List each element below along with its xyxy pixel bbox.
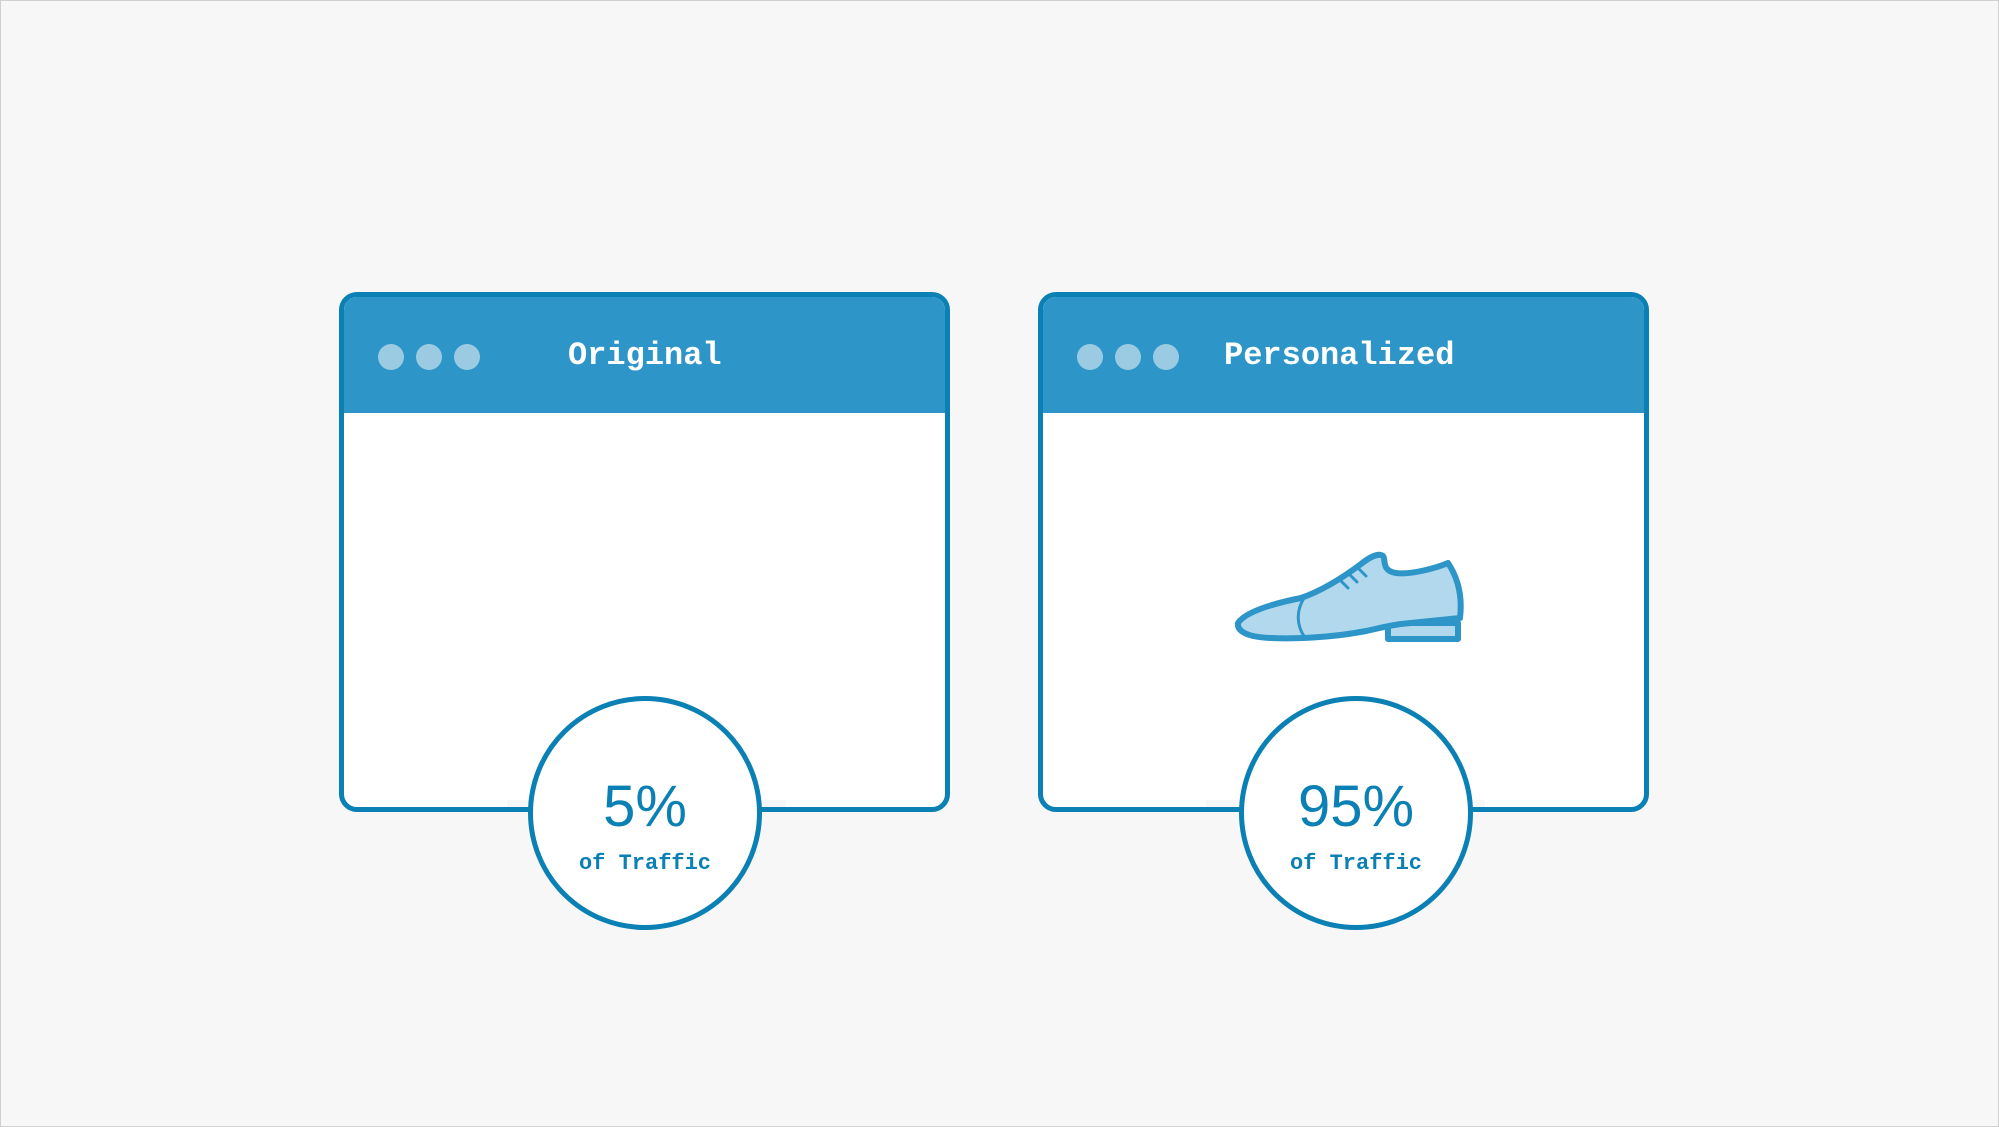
traffic-percent: 5% — [603, 774, 687, 839]
traffic-label: of Traffic — [578, 851, 712, 876]
window-dot-icon — [378, 344, 404, 370]
traffic-badge-original: 5% of Traffic — [528, 696, 762, 930]
window-dot-icon — [416, 344, 442, 370]
window-title: Personalized — [1224, 337, 1455, 374]
window-header: Original — [344, 297, 945, 413]
traffic-percent: 95% — [1297, 774, 1415, 839]
window-dot-icon — [1115, 344, 1141, 370]
window-header: Personalized — [1043, 297, 1644, 413]
window-dot-icon — [1153, 344, 1179, 370]
traffic-badge-personalized: 95% of Traffic — [1239, 696, 1473, 930]
traffic-label: of Traffic — [1289, 851, 1423, 876]
window-dot-icon — [1077, 344, 1103, 370]
window-dot-icon — [454, 344, 480, 370]
window-title: Original — [568, 337, 722, 374]
shoe-icon — [1234, 551, 1464, 642]
